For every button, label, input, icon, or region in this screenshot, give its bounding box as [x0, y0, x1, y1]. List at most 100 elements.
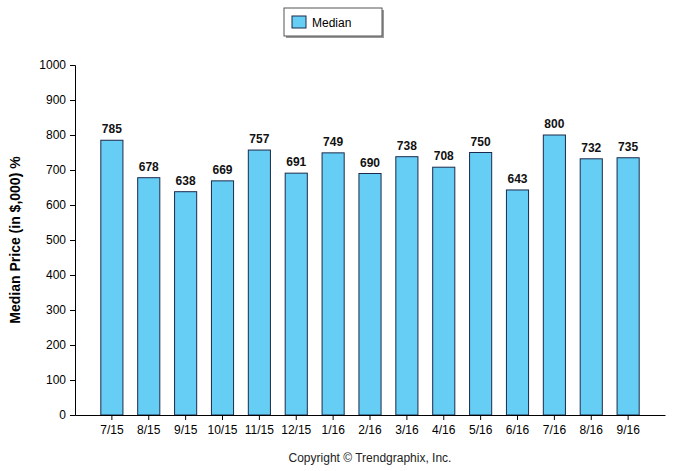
x-tick-mark	[591, 415, 592, 420]
y-tick-mark	[70, 205, 75, 206]
x-tick: 7/16	[543, 415, 567, 437]
x-tick-label: 6/16	[506, 423, 530, 437]
y-tick: 700	[46, 163, 75, 177]
data-label: 750	[471, 135, 491, 149]
x-tick: 9/16	[616, 415, 640, 437]
x-tick-mark	[628, 415, 629, 420]
y-tick-mark	[70, 135, 75, 136]
x-tick-label: 7/16	[543, 423, 567, 437]
y-axis: 0 100 200 300 400 500 600 700 800 900 1000	[39, 58, 75, 422]
y-tick-mark	[70, 380, 75, 381]
x-tick-label: 10/15	[207, 423, 237, 437]
y-tick-label: 900	[46, 93, 66, 107]
data-label: 691	[286, 155, 306, 169]
legend-swatch	[292, 16, 306, 28]
y-tick-label: 600	[46, 198, 66, 212]
bar	[506, 190, 528, 415]
x-tick: 8/15	[137, 415, 161, 437]
data-labels: 7856786386697576917496907387087506438007…	[102, 117, 639, 188]
y-tick-mark	[70, 100, 75, 101]
x-tick-mark	[222, 415, 223, 420]
x-tick-mark	[517, 415, 518, 420]
data-label: 678	[139, 160, 159, 174]
y-tick: 300	[46, 303, 75, 317]
y-tick-label: 700	[46, 163, 66, 177]
y-tick: 100	[46, 373, 75, 387]
x-tick-label: 9/16	[616, 423, 640, 437]
x-tick-label: 2/16	[358, 423, 382, 437]
legend-box	[284, 8, 382, 36]
bar	[322, 153, 344, 415]
legend-label: Median	[312, 16, 351, 30]
x-tick: 7/15	[100, 415, 124, 437]
y-tick: 400	[46, 268, 75, 282]
x-tick-mark	[443, 415, 444, 420]
y-tick-label: 100	[46, 373, 66, 387]
y-tick: 900	[46, 93, 75, 107]
data-label: 690	[360, 156, 380, 170]
bar	[580, 159, 602, 415]
data-label: 735	[618, 140, 638, 154]
x-tick-label: 7/15	[100, 423, 124, 437]
plot: 0 100 200 300 400 500 600 700 800 900 1000 7/15 8/15…	[39, 58, 665, 436]
bar	[101, 140, 123, 415]
bar	[470, 153, 492, 416]
y-tick: 600	[46, 198, 75, 212]
y-axis-title: Median Price (in $,000) %	[7, 156, 23, 324]
bar	[175, 192, 197, 415]
chart: 0 100 200 300 400 500 600 700 800 900 1000 7/15 8/15…	[0, 0, 685, 471]
y-tick-mark	[70, 240, 75, 241]
x-tick-mark	[111, 415, 112, 420]
x-tick-label: 9/15	[174, 423, 198, 437]
data-label: 732	[581, 141, 601, 155]
y-tick-mark	[70, 65, 75, 66]
x-tick: 12/15	[281, 415, 311, 437]
y-tick-label: 300	[46, 303, 66, 317]
bar	[359, 174, 381, 416]
y-tick-mark	[70, 170, 75, 171]
bar	[617, 158, 639, 415]
y-tick-label: 400	[46, 268, 66, 282]
bar	[138, 178, 160, 415]
x-tick: 2/16	[358, 415, 382, 437]
x-tick-label: 4/16	[432, 423, 456, 437]
y-tick: 0	[59, 408, 75, 422]
x-tick-label: 11/15	[245, 423, 274, 437]
x-tick-mark	[554, 415, 555, 420]
x-tick: 5/16	[469, 415, 493, 437]
x-tick-mark	[296, 415, 297, 420]
y-tick-label: 200	[46, 338, 66, 352]
bars	[101, 135, 639, 415]
data-label: 738	[397, 139, 417, 153]
y-tick: 800	[46, 128, 75, 142]
y-tick: 500	[46, 233, 75, 247]
data-label: 669	[212, 163, 232, 177]
x-tick-label: 3/16	[395, 423, 419, 437]
x-tick: 6/16	[506, 415, 530, 437]
data-label: 800	[544, 117, 564, 131]
x-tick-label: 12/15	[281, 423, 311, 437]
y-tick: 1000	[39, 58, 75, 72]
bar	[285, 173, 307, 415]
y-tick-mark	[70, 310, 75, 311]
bar	[433, 167, 455, 415]
data-label: 708	[434, 149, 454, 163]
x-tick: 3/16	[395, 415, 419, 437]
legend: Median	[284, 8, 384, 38]
y-axis-line	[70, 66, 76, 416]
y-tick-mark	[70, 345, 75, 346]
x-tick: 10/15	[207, 415, 237, 437]
data-label: 643	[507, 172, 527, 186]
x-tick: 1/16	[321, 415, 345, 437]
annotation: Copyright © Trendgraphix, Inc.	[289, 451, 452, 465]
y-tick: 200	[46, 338, 75, 352]
x-tick: 9/15	[174, 415, 198, 437]
data-label: 757	[249, 132, 269, 146]
bar	[211, 181, 233, 415]
data-label: 785	[102, 122, 122, 136]
x-tick-mark	[148, 415, 149, 420]
y-tick-mark	[70, 415, 75, 416]
x-axis: 7/15 8/15 9/15 10/15 11/15 12/15 1/16 2/16 3/16 4…	[76, 415, 666, 437]
x-tick: 4/16	[432, 415, 456, 437]
x-tick-label: 5/16	[469, 423, 493, 437]
